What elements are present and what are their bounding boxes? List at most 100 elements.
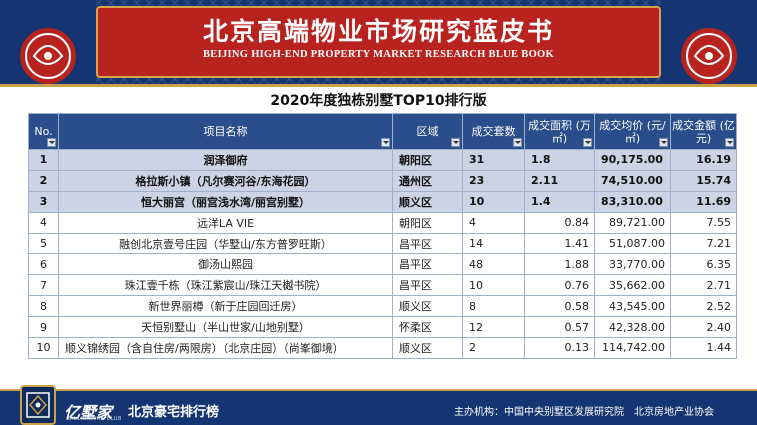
header-divider <box>0 84 757 87</box>
cell-no: 4 <box>28 211 59 234</box>
cell-units: 31 <box>462 149 525 171</box>
column-header-amount[interactable]: 成交金额 (亿元) <box>670 113 737 150</box>
cell-no: 7 <box>28 274 59 297</box>
cell-name: 格拉斯小镇（凡尔赛河谷/东海花园） <box>58 169 393 192</box>
column-header-name[interactable]: 项目名称 <box>58 113 393 150</box>
cell-name: 远洋LA VIE <box>58 211 393 234</box>
filter-dropdown-icon[interactable] <box>583 138 592 147</box>
cell-amount: 7.55 <box>670 211 737 234</box>
cell-name: 恒大丽宫（丽宫浅水湾/丽宫别墅） <box>58 190 393 213</box>
cell-price: 43,545.00 <box>594 295 671 318</box>
cell-district: 昌平区 <box>392 232 463 255</box>
cell-name: 御汤山熙园 <box>58 253 393 276</box>
cell-name: 天恒别墅山（半山世家/山地别墅） <box>58 316 393 339</box>
cell-amount: 2.71 <box>670 274 737 297</box>
cell-price: 74,510.00 <box>594 169 671 192</box>
column-header-district[interactable]: 区域 <box>392 113 463 150</box>
column-header-units[interactable]: 成交套数 <box>462 113 525 150</box>
footer: 亿墅家 BILLIONAIRE CLUB 北京豪宅排行榜 主办机构：中国中央别墅… <box>0 385 757 425</box>
cell-area: 1.4 <box>524 190 595 213</box>
cell-units: 10 <box>462 190 525 213</box>
cell-district: 朝阳区 <box>392 211 463 234</box>
cell-units: 10 <box>462 274 525 297</box>
column-header-label: 区域 <box>416 125 439 138</box>
cell-price: 33,770.00 <box>594 253 671 276</box>
table-row[interactable]: 2 格拉斯小镇（凡尔赛河谷/东海花园） 通州区 23 2.11 74,510.0… <box>28 169 737 192</box>
cell-area: 2.11 <box>524 169 595 192</box>
ranking-table: No. 项目名称 区域 成交套数 成交面积 (万㎡) 成交均价 (元/㎡) 成交… <box>28 113 737 359</box>
cell-name: 润泽御府 <box>58 149 393 171</box>
cell-area: 0.58 <box>524 295 595 318</box>
table-row[interactable]: 3 恒大丽宫（丽宫浅水湾/丽宫别墅） 顺义区 10 1.4 83,310.00 … <box>28 190 737 213</box>
cell-amount: 7.21 <box>670 232 737 255</box>
table-row[interactable]: 8 新世界丽樽（新于庄园回迁房） 顺义区 8 0.58 43,545.00 2.… <box>28 295 737 318</box>
table-row[interactable]: 4 远洋LA VIE 朝阳区 4 0.84 89,721.00 7.55 <box>28 211 737 234</box>
filter-dropdown-icon[interactable] <box>513 138 522 147</box>
cell-units: 12 <box>462 316 525 339</box>
cell-no: 3 <box>28 190 59 213</box>
title-banner <box>96 6 661 78</box>
column-header-label: 成交金额 (亿元) <box>672 118 735 145</box>
cell-price: 90,175.00 <box>594 149 671 171</box>
cell-district: 昌平区 <box>392 274 463 297</box>
filter-dropdown-icon[interactable] <box>659 138 668 147</box>
cell-area: 0.57 <box>524 316 595 339</box>
table-title: 2020年度独栋别墅TOP10排行版 <box>270 93 487 109</box>
footer-title: 北京豪宅排行榜 <box>128 405 220 420</box>
cell-no: 8 <box>28 295 59 318</box>
header: 北京高端物业市场研究蓝皮书 BEIJING HIGH-END PROPERTY … <box>0 0 757 84</box>
column-header-no[interactable]: No. <box>28 113 59 150</box>
filter-dropdown-icon[interactable] <box>725 138 734 147</box>
column-header-area[interactable]: 成交面积 (万㎡) <box>524 113 595 150</box>
cell-area: 0.13 <box>524 337 595 359</box>
cell-units: 2 <box>462 337 525 359</box>
cell-units: 48 <box>462 253 525 276</box>
left-ornament-icon <box>0 0 96 84</box>
right-ornament-icon <box>661 0 757 84</box>
brand-logo: 亿墅家 <box>64 403 113 422</box>
cell-units: 23 <box>462 169 525 192</box>
cell-no: 6 <box>28 253 59 276</box>
table-row[interactable]: 9 天恒别墅山（半山世家/山地别墅） 怀柔区 12 0.57 42,328.00… <box>28 316 737 339</box>
cell-price: 35,662.00 <box>594 274 671 297</box>
cell-price: 114,742.00 <box>594 337 671 359</box>
cell-district: 昌平区 <box>392 253 463 276</box>
organizer-text: 主办机构：中国中央别墅区发展研究院 北京房地产业协会 <box>454 407 714 418</box>
table-row[interactable]: 10 顺义锦绣园（含自住房/两限房）（北京庄园）（尚峯御境） 顺义区 2 0.1… <box>28 337 737 359</box>
cell-no: 2 <box>28 169 59 192</box>
cell-no: 1 <box>28 149 59 171</box>
column-header-label: No. <box>34 125 53 138</box>
table-row[interactable]: 7 珠江壹千栋（珠江紫宸山/珠江天樾书院） 昌平区 10 0.76 35,662… <box>28 274 737 297</box>
cell-price: 51,087.00 <box>594 232 671 255</box>
cell-amount: 15.74 <box>670 169 737 192</box>
table-row[interactable]: 1 润泽御府 朝阳区 31 1.8 90,175.00 16.19 <box>28 149 737 171</box>
filter-dropdown-icon[interactable] <box>451 138 460 147</box>
cell-name: 珠江壹千栋（珠江紫宸山/珠江天樾书院） <box>58 274 393 297</box>
cell-district: 顺义区 <box>392 295 463 318</box>
cell-units: 4 <box>462 211 525 234</box>
table-row[interactable]: 5 融创北京壹号庄园（华墅山/东方普罗旺斯） 昌平区 14 1.41 51,08… <box>28 232 737 255</box>
cell-name: 新世界丽樽（新于庄园回迁房） <box>58 295 393 318</box>
cell-amount: 2.40 <box>670 316 737 339</box>
column-header-price[interactable]: 成交均价 (元/㎡) <box>594 113 671 150</box>
page-title: 北京高端物业市场研究蓝皮书 <box>202 17 554 46</box>
column-header-label: 成交均价 (元/㎡) <box>599 118 666 145</box>
cell-amount: 2.52 <box>670 295 737 318</box>
cell-district: 顺义区 <box>392 337 463 359</box>
cell-area: 1.8 <box>524 149 595 171</box>
cell-area: 0.76 <box>524 274 595 297</box>
cell-name: 顺义锦绣园（含自住房/两限房）（北京庄园）（尚峯御境） <box>58 337 393 359</box>
cell-district: 通州区 <box>392 169 463 192</box>
cell-no: 9 <box>28 316 59 339</box>
brand-subtitle: BILLIONAIRE CLUB <box>68 416 122 422</box>
table-row[interactable]: 6 御汤山熙园 昌平区 48 1.88 33,770.00 6.35 <box>28 253 737 276</box>
column-header-label: 成交套数 <box>471 125 516 138</box>
cell-district: 朝阳区 <box>392 149 463 171</box>
cell-area: 1.88 <box>524 253 595 276</box>
cell-district: 顺义区 <box>392 190 463 213</box>
cell-price: 83,310.00 <box>594 190 671 213</box>
column-header-label: 成交面积 (万㎡) <box>528 118 591 145</box>
filter-dropdown-icon[interactable] <box>47 138 56 147</box>
filter-dropdown-icon[interactable] <box>381 138 390 147</box>
cell-district: 怀柔区 <box>392 316 463 339</box>
